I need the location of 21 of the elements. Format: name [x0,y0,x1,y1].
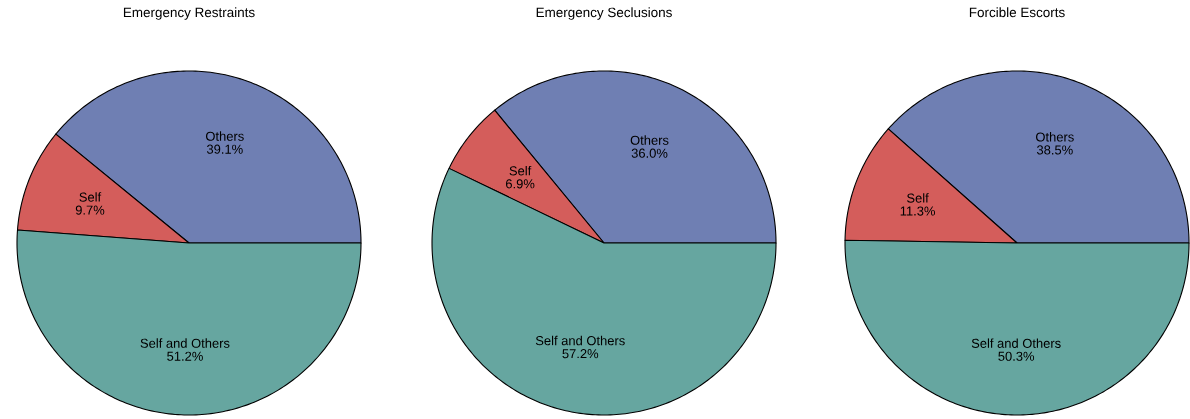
data-label: 51.2% [167,351,203,361]
data-label: 57.2% [562,349,599,359]
slice-label: Self and Others [535,335,625,346]
chart-title: Forcible Escorts [969,7,1065,18]
slice-label: Self [79,192,102,202]
slice-label: Self [509,165,532,176]
data-label: 6.9% [506,179,535,189]
chart-title: Emergency Restraints [123,7,255,20]
slice-label: Others [205,131,244,141]
data-label: 36.0% [631,148,668,158]
slice-label: Self and Others [971,338,1061,348]
data-label: 50.3% [998,351,1035,361]
data-label: 39.1% [206,144,243,154]
data-label: 38.5% [1036,145,1073,155]
slice-label: Self [907,193,929,203]
slice-label: Self and Others [140,338,230,348]
data-label: 9.7% [75,205,105,215]
data-label: 11.3% [900,206,936,216]
slice-label: Others [630,135,669,145]
chart-title: Emergency Seclusions [536,7,672,20]
slice-label: Others [1036,132,1074,142]
